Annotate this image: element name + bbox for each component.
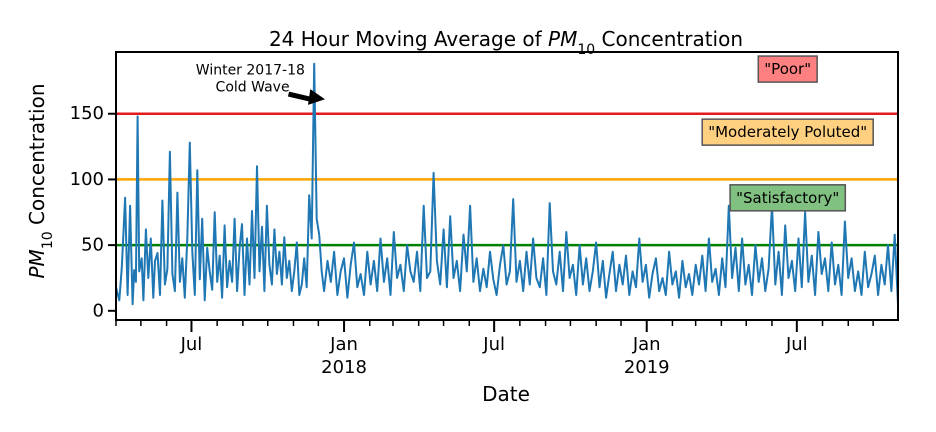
plot-area: "Poor" "Moderately Poluted" "Satisfactory"… [115, 55, 899, 306]
annotation: Winter 2017-18 Cold Wave [196, 62, 325, 105]
axes-frame [115, 51, 899, 321]
y-tick-label: 50 [81, 235, 104, 256]
category-boxes: "Poor" "Moderately Poluted" "Satisfactory" [701, 55, 874, 212]
x-tick-label: Jul [482, 334, 505, 355]
x-axis-label: Date [482, 382, 530, 406]
category-box-bg [701, 118, 874, 146]
title-symbol: PM [548, 27, 577, 51]
annotation-line2: Cold Wave [211, 79, 289, 95]
category-box-label: "Moderately Poluted" [708, 123, 867, 141]
x-tick-label: Jan [329, 334, 358, 355]
category-box-bg [729, 184, 847, 212]
category-box-label: "Poor" [764, 60, 811, 78]
y-axis-label: PM10 Concentration [25, 84, 56, 279]
y-tick-label: 0 [93, 300, 104, 321]
y-tick-label: 150 [70, 103, 104, 124]
ylabel-subscript: 10 [40, 231, 56, 249]
x-tick-label: Jul [180, 334, 203, 355]
chart-title: 24 Hour Moving Average of PM10 Concentra… [269, 27, 743, 58]
y-tick-label: 100 [70, 169, 104, 190]
category-box: "Satisfactory" [729, 184, 847, 212]
x-tick-sublabel: 2018 [321, 357, 367, 378]
title-prefix: 24 Hour Moving Average of [269, 27, 548, 51]
annotation-line1: Winter 2017-18 [196, 62, 305, 78]
x-tick-label: Jul [785, 334, 808, 355]
y-axis: 0 50 100 150 [70, 103, 116, 321]
ylabel-symbol: PM [25, 249, 49, 278]
x-tick-sublabel: 2019 [624, 357, 670, 378]
title-subscript: 10 [577, 42, 595, 58]
category-box-bg [757, 55, 818, 83]
title-suffix: Concentration [595, 27, 743, 51]
category-box-label: "Satisfactory" [736, 189, 839, 207]
category-box: "Moderately Poluted" [701, 118, 874, 146]
category-box: "Poor" [757, 55, 818, 83]
chart-title-text: 24 Hour Moving Average of PM10 Concentra… [269, 27, 743, 58]
x-tick-label: Jan [632, 334, 661, 355]
annotation-text: Winter 2017-18 Cold Wave [196, 62, 305, 95]
series-lines [115, 62, 899, 306]
ylabel-suffix: Concentration [25, 84, 49, 232]
annotation-arrow-head [307, 89, 325, 105]
series-line [115, 62, 899, 306]
